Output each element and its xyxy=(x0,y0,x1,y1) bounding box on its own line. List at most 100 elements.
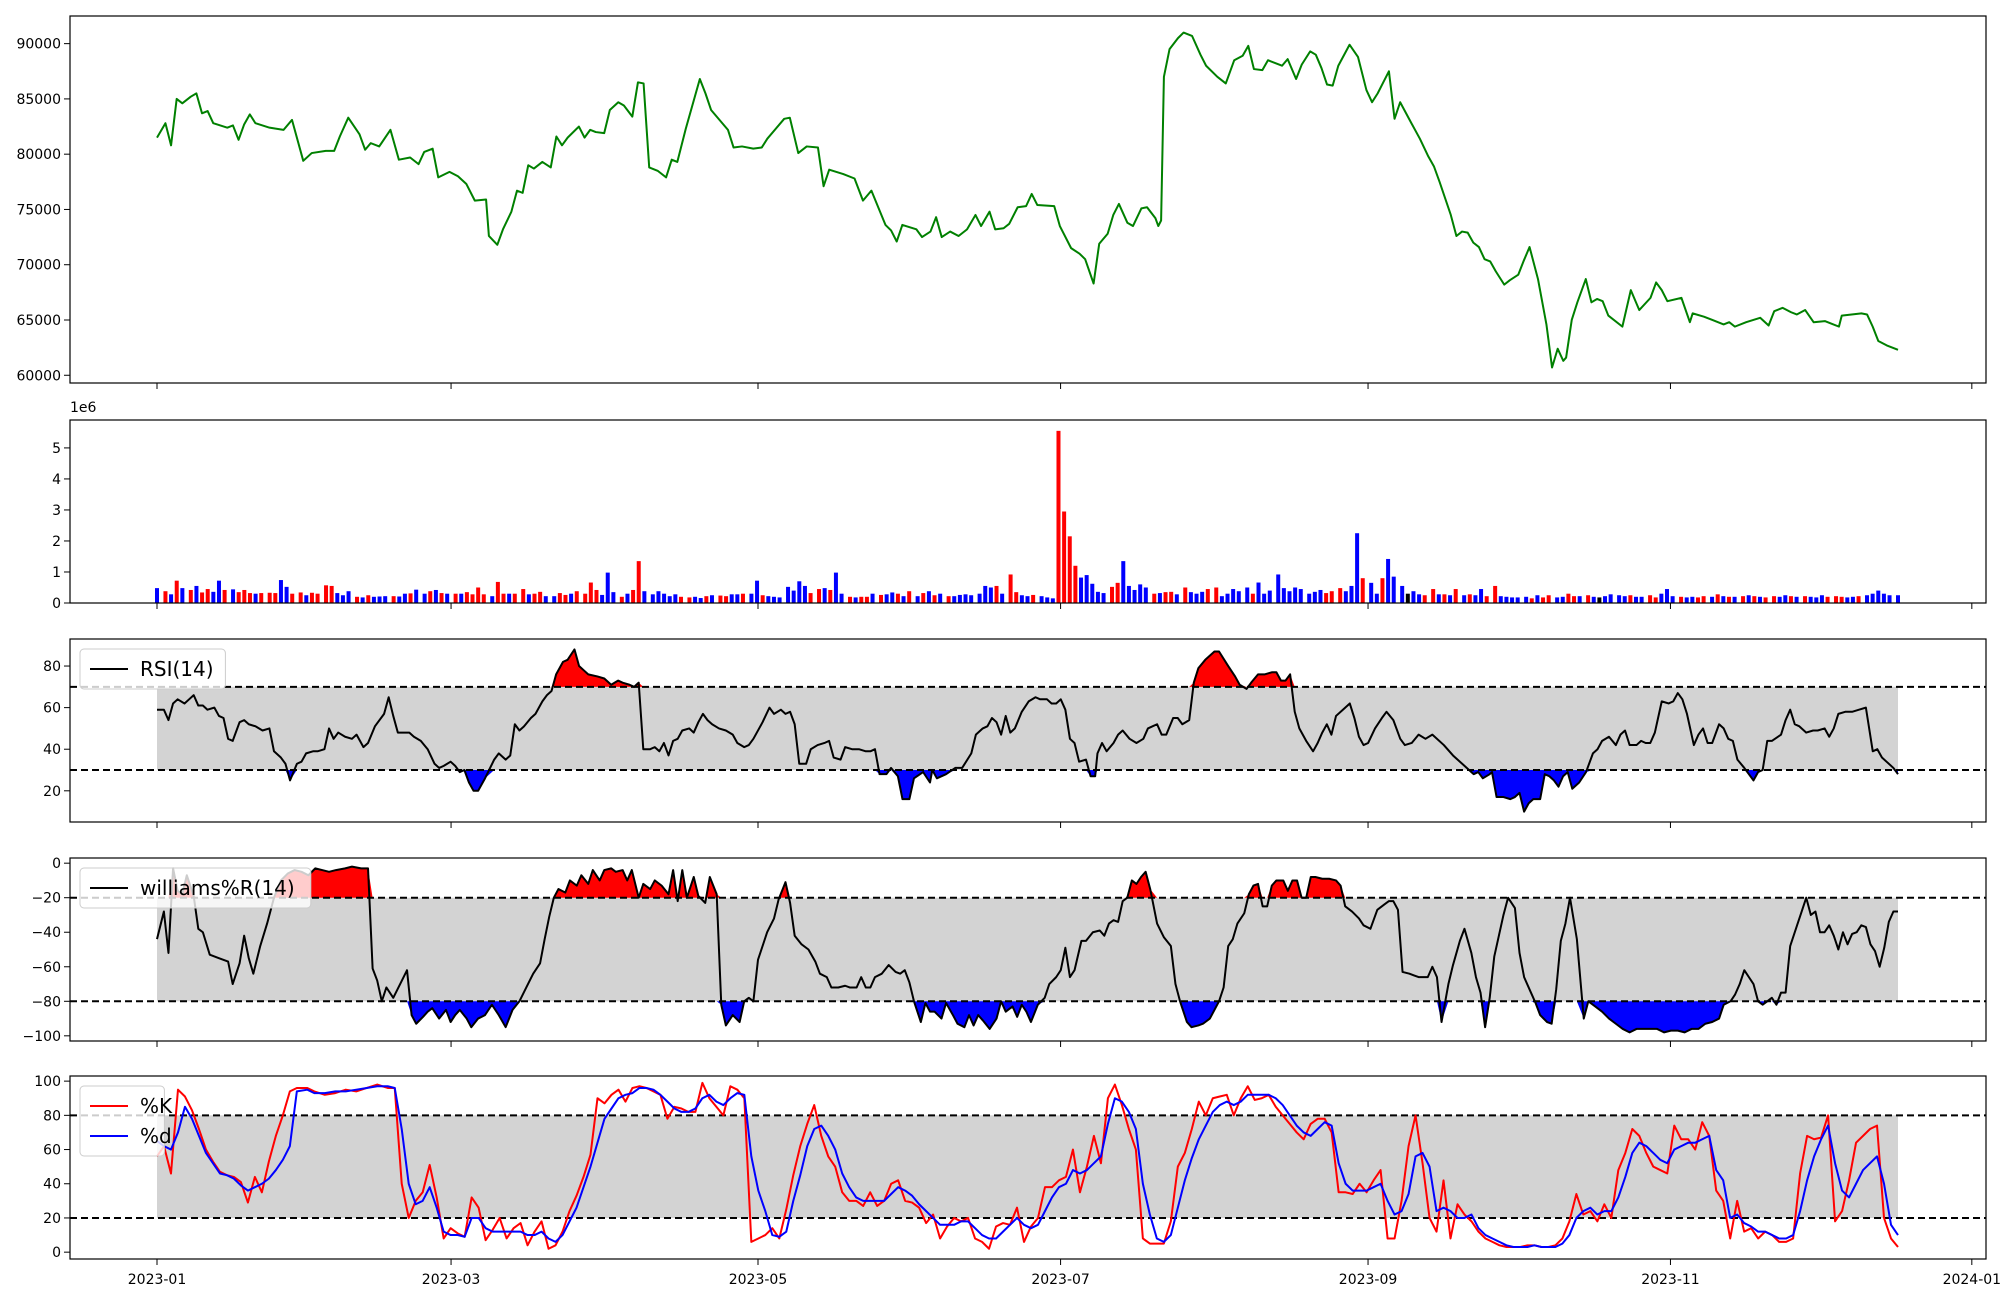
volume-bar xyxy=(1628,595,1633,603)
volume-bar xyxy=(1701,596,1706,603)
volume-bar xyxy=(1411,591,1416,603)
volume-ytick-label: 4 xyxy=(52,472,61,488)
volume-bar xyxy=(895,593,900,603)
volume-bar xyxy=(464,592,469,603)
rsi-legend: RSI(14) xyxy=(79,648,226,690)
volume-bar xyxy=(1752,596,1757,603)
volume-bar xyxy=(822,588,827,603)
volume-bar xyxy=(169,594,174,603)
volume-ytick-label: 3 xyxy=(52,503,61,519)
volume-bar xyxy=(1591,596,1596,603)
volume-bar xyxy=(253,593,258,603)
volume-bar xyxy=(870,593,875,603)
volume-bar xyxy=(879,594,884,603)
volume-bar xyxy=(476,587,481,603)
volume-bar xyxy=(329,585,334,603)
volume-bar xyxy=(236,592,241,603)
volume-bar xyxy=(1788,596,1793,603)
volume-bar xyxy=(231,589,236,603)
panel-stoch: 0 20 40 60 80 100 %K %d xyxy=(34,1074,1987,1261)
volume-bar xyxy=(1090,583,1095,603)
volume-plot-area xyxy=(155,430,1900,603)
volume-bar xyxy=(1329,591,1334,603)
volume-bar xyxy=(1236,591,1241,603)
rsi-overbought-fill xyxy=(157,649,1898,687)
volume-bar xyxy=(1188,592,1193,603)
volume-bar xyxy=(749,593,754,603)
volume-bar xyxy=(797,581,802,603)
volume-bar xyxy=(453,593,458,603)
volume-bar xyxy=(324,585,329,603)
volume-bar xyxy=(1338,588,1343,603)
volume-bar xyxy=(771,596,776,603)
volume-bar xyxy=(915,596,920,603)
williams-ytick-label: −40 xyxy=(31,925,61,941)
volume-bar xyxy=(1448,595,1453,603)
stoch-legend-label: %K xyxy=(140,1094,173,1118)
volume-bar xyxy=(1056,430,1061,603)
volume-bar xyxy=(667,596,672,603)
volume-bar xyxy=(1174,594,1179,603)
volume-bar xyxy=(583,593,588,603)
volume-bar xyxy=(1876,590,1881,603)
volume-bar xyxy=(360,597,365,603)
volume-bar xyxy=(1045,597,1050,603)
volume-bar xyxy=(1293,587,1298,603)
rsi-oversold-fill xyxy=(157,770,1898,812)
volume-bar xyxy=(1152,593,1157,603)
volume-bar xyxy=(1225,593,1230,603)
volume-bar xyxy=(1510,597,1515,603)
volume-bar xyxy=(1442,594,1447,603)
volume-bar xyxy=(1405,593,1410,603)
williams-oversold-fill xyxy=(157,1001,1898,1033)
stoch-ytick-label: 40 xyxy=(43,1177,61,1193)
volume-bar xyxy=(1484,596,1489,603)
volume-bar xyxy=(619,596,624,603)
rsi-plot-area xyxy=(70,648,1986,813)
volume-bar xyxy=(853,597,858,603)
xtick-label: 2023-07 xyxy=(1031,1272,1090,1288)
volume-bar xyxy=(346,591,351,603)
volume-bar xyxy=(1462,595,1467,603)
volume-bar xyxy=(521,589,526,603)
volume-bar xyxy=(1808,596,1813,603)
volume-bar xyxy=(1380,578,1385,603)
volume-bar xyxy=(422,593,427,603)
volume-bar xyxy=(366,595,371,603)
volume-bar xyxy=(1659,593,1664,603)
stoch-legend-label: %d xyxy=(140,1124,172,1148)
volume-bar xyxy=(718,595,723,603)
volume-bar xyxy=(952,596,957,603)
williams-overbought-fill xyxy=(157,866,1898,898)
volume-bar xyxy=(1608,594,1613,603)
volume-bar xyxy=(777,597,782,603)
volume-bar xyxy=(507,593,512,603)
panel-price: 60000 65000 70000 75000 80000 85000 90000 xyxy=(16,15,1987,384)
volume-bar xyxy=(1639,596,1644,603)
volume-bar xyxy=(1856,596,1861,603)
stoch-series-line-1 xyxy=(156,1085,1899,1249)
stoch-ytick-label: 60 xyxy=(43,1143,61,1159)
volume-bar xyxy=(335,593,340,603)
volume-bar xyxy=(1231,589,1236,603)
volume-bar xyxy=(588,582,593,603)
rsi-legend-label: RSI(14) xyxy=(140,657,214,681)
volume-bar xyxy=(1200,591,1205,603)
volume-bar xyxy=(459,593,464,603)
volume-bar xyxy=(1163,592,1168,603)
williams-series-line-0 xyxy=(156,865,1898,1034)
volume-bar xyxy=(1648,595,1653,603)
volume-bar xyxy=(1417,594,1422,603)
volume-bar xyxy=(907,591,912,603)
volume-bar xyxy=(1850,596,1855,603)
volume-bar xyxy=(445,593,450,603)
volume-bar xyxy=(174,580,179,603)
volume-bar xyxy=(1577,596,1582,603)
volume-bar xyxy=(636,561,641,603)
volume-bar xyxy=(1095,591,1100,603)
volume-bar xyxy=(1453,589,1458,603)
volume-bar xyxy=(1634,596,1639,603)
price-ytick-label: 85000 xyxy=(16,92,61,108)
volume-bar xyxy=(642,591,647,603)
volume-bar xyxy=(802,585,807,603)
